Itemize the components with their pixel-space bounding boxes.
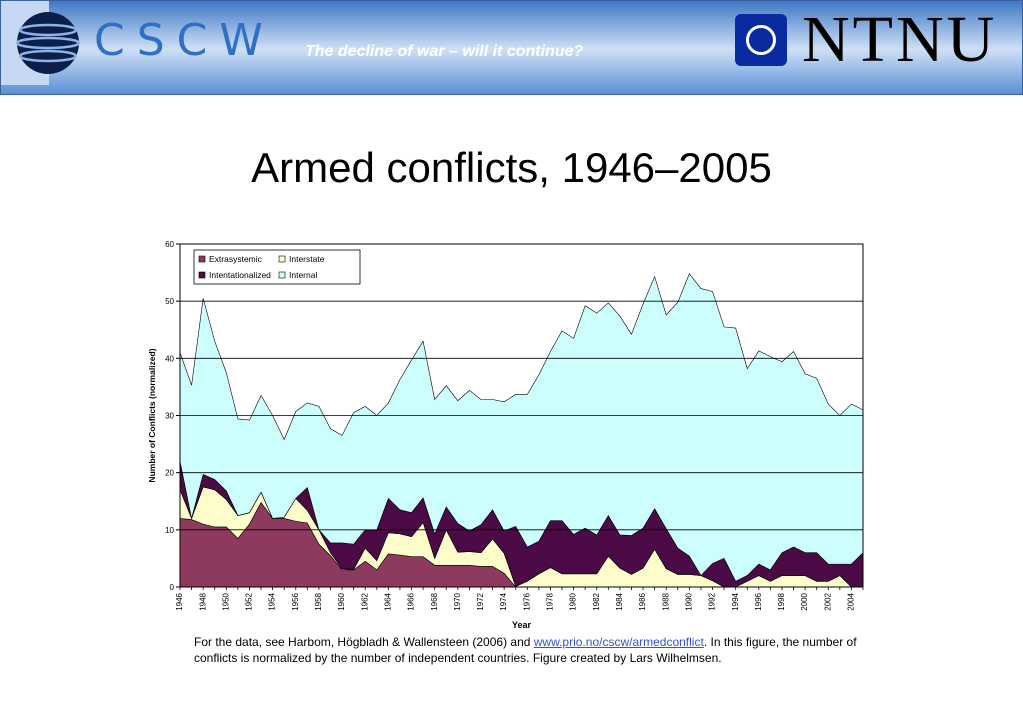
x-tick-label: 1956 [291, 592, 300, 610]
x-tick-label: 1976 [522, 592, 531, 610]
x-tick-label: 1994 [731, 592, 740, 610]
y-tick-label: 40 [165, 354, 174, 363]
y-tick-label: 60 [165, 240, 174, 249]
x-tick-label: 1960 [337, 592, 346, 610]
x-tick-label: 2002 [823, 592, 832, 610]
x-tick-label: 1964 [383, 592, 392, 610]
x-tick-label: 1978 [546, 592, 555, 610]
cscw-brand: CSCW [94, 15, 275, 66]
globe-logo-icon [15, 12, 81, 74]
legend-label-intentationalized: Intentationalized [209, 270, 271, 280]
x-tick-label: 1950 [221, 592, 230, 610]
x-tick-label: 1986 [638, 592, 647, 610]
figure-caption: For the data, see Harbom, Högbladh & Wal… [194, 634, 874, 666]
x-tick-label: 1968 [430, 592, 439, 610]
x-axis-label: Year [512, 620, 532, 630]
legend-label-extrasystemic: Extrasystemic [209, 254, 263, 264]
x-tick-label: 1954 [268, 592, 277, 610]
y-tick-label: 20 [165, 469, 174, 478]
y-tick-label: 30 [165, 412, 174, 421]
x-tick-label: 1988 [661, 592, 670, 610]
x-tick-label: 1962 [360, 592, 369, 610]
legend-box [193, 249, 361, 285]
x-tick-label: 2004 [847, 592, 856, 610]
legend-label-internal: Internal [289, 270, 317, 280]
y-tick-label: 50 [165, 297, 174, 306]
y-tick-label: 0 [170, 583, 175, 592]
x-tick-label: 1996 [754, 592, 763, 610]
x-tick-label: 1966 [407, 592, 416, 610]
x-tick-label: 1952 [245, 592, 254, 610]
x-tick-label: 1992 [708, 592, 717, 610]
x-tick-label: 1972 [476, 592, 485, 610]
x-tick-label: 1984 [615, 592, 624, 610]
x-tick-label: 1980 [569, 592, 578, 610]
y-axis-label: Number of Conflicts (normalized) [147, 348, 157, 482]
ntnu-square-logo-icon [735, 14, 787, 66]
caption-text-before: For the data, see Harbom, Högbladh & Wal… [194, 635, 534, 649]
legend-label-interstate: Interstate [289, 254, 325, 264]
legend-swatch-intentationalized [198, 271, 206, 279]
legend-swatch-extrasystemic [198, 255, 206, 263]
header-tagline: The decline of war – will it continue? [305, 43, 584, 60]
x-tick-label: 2000 [800, 592, 809, 610]
legend-swatch-interstate [278, 255, 286, 263]
slide-title: Armed conflicts, 1946–2005 [251, 144, 772, 191]
caption-text-after: . In this figure, the number of conflict… [194, 635, 857, 665]
y-tick-label: 10 [165, 526, 174, 535]
header-banner: CSCW The decline of war – will it contin… [0, 0, 1023, 95]
x-tick-label: 1958 [314, 592, 323, 610]
x-tick-label: 1970 [453, 592, 462, 610]
x-tick-label: 1946 [175, 592, 184, 610]
x-tick-label: 1998 [777, 592, 786, 610]
ntnu-brand: NTNU [802, 3, 998, 76]
stacked-area-chart: 0 10 20 30 40 50 60 1946 1948 1950 1952 1954 1956 195… [147, 240, 864, 630]
legend-swatch-internal [278, 271, 286, 279]
x-tick-label: 1990 [684, 592, 693, 610]
x-tick-label: 1982 [592, 592, 601, 610]
source-link[interactable]: www.prio.no/cscw/armedconflict [533, 635, 704, 649]
x-tick-label: 1974 [499, 592, 508, 610]
x-tick-label: 1948 [198, 592, 207, 610]
